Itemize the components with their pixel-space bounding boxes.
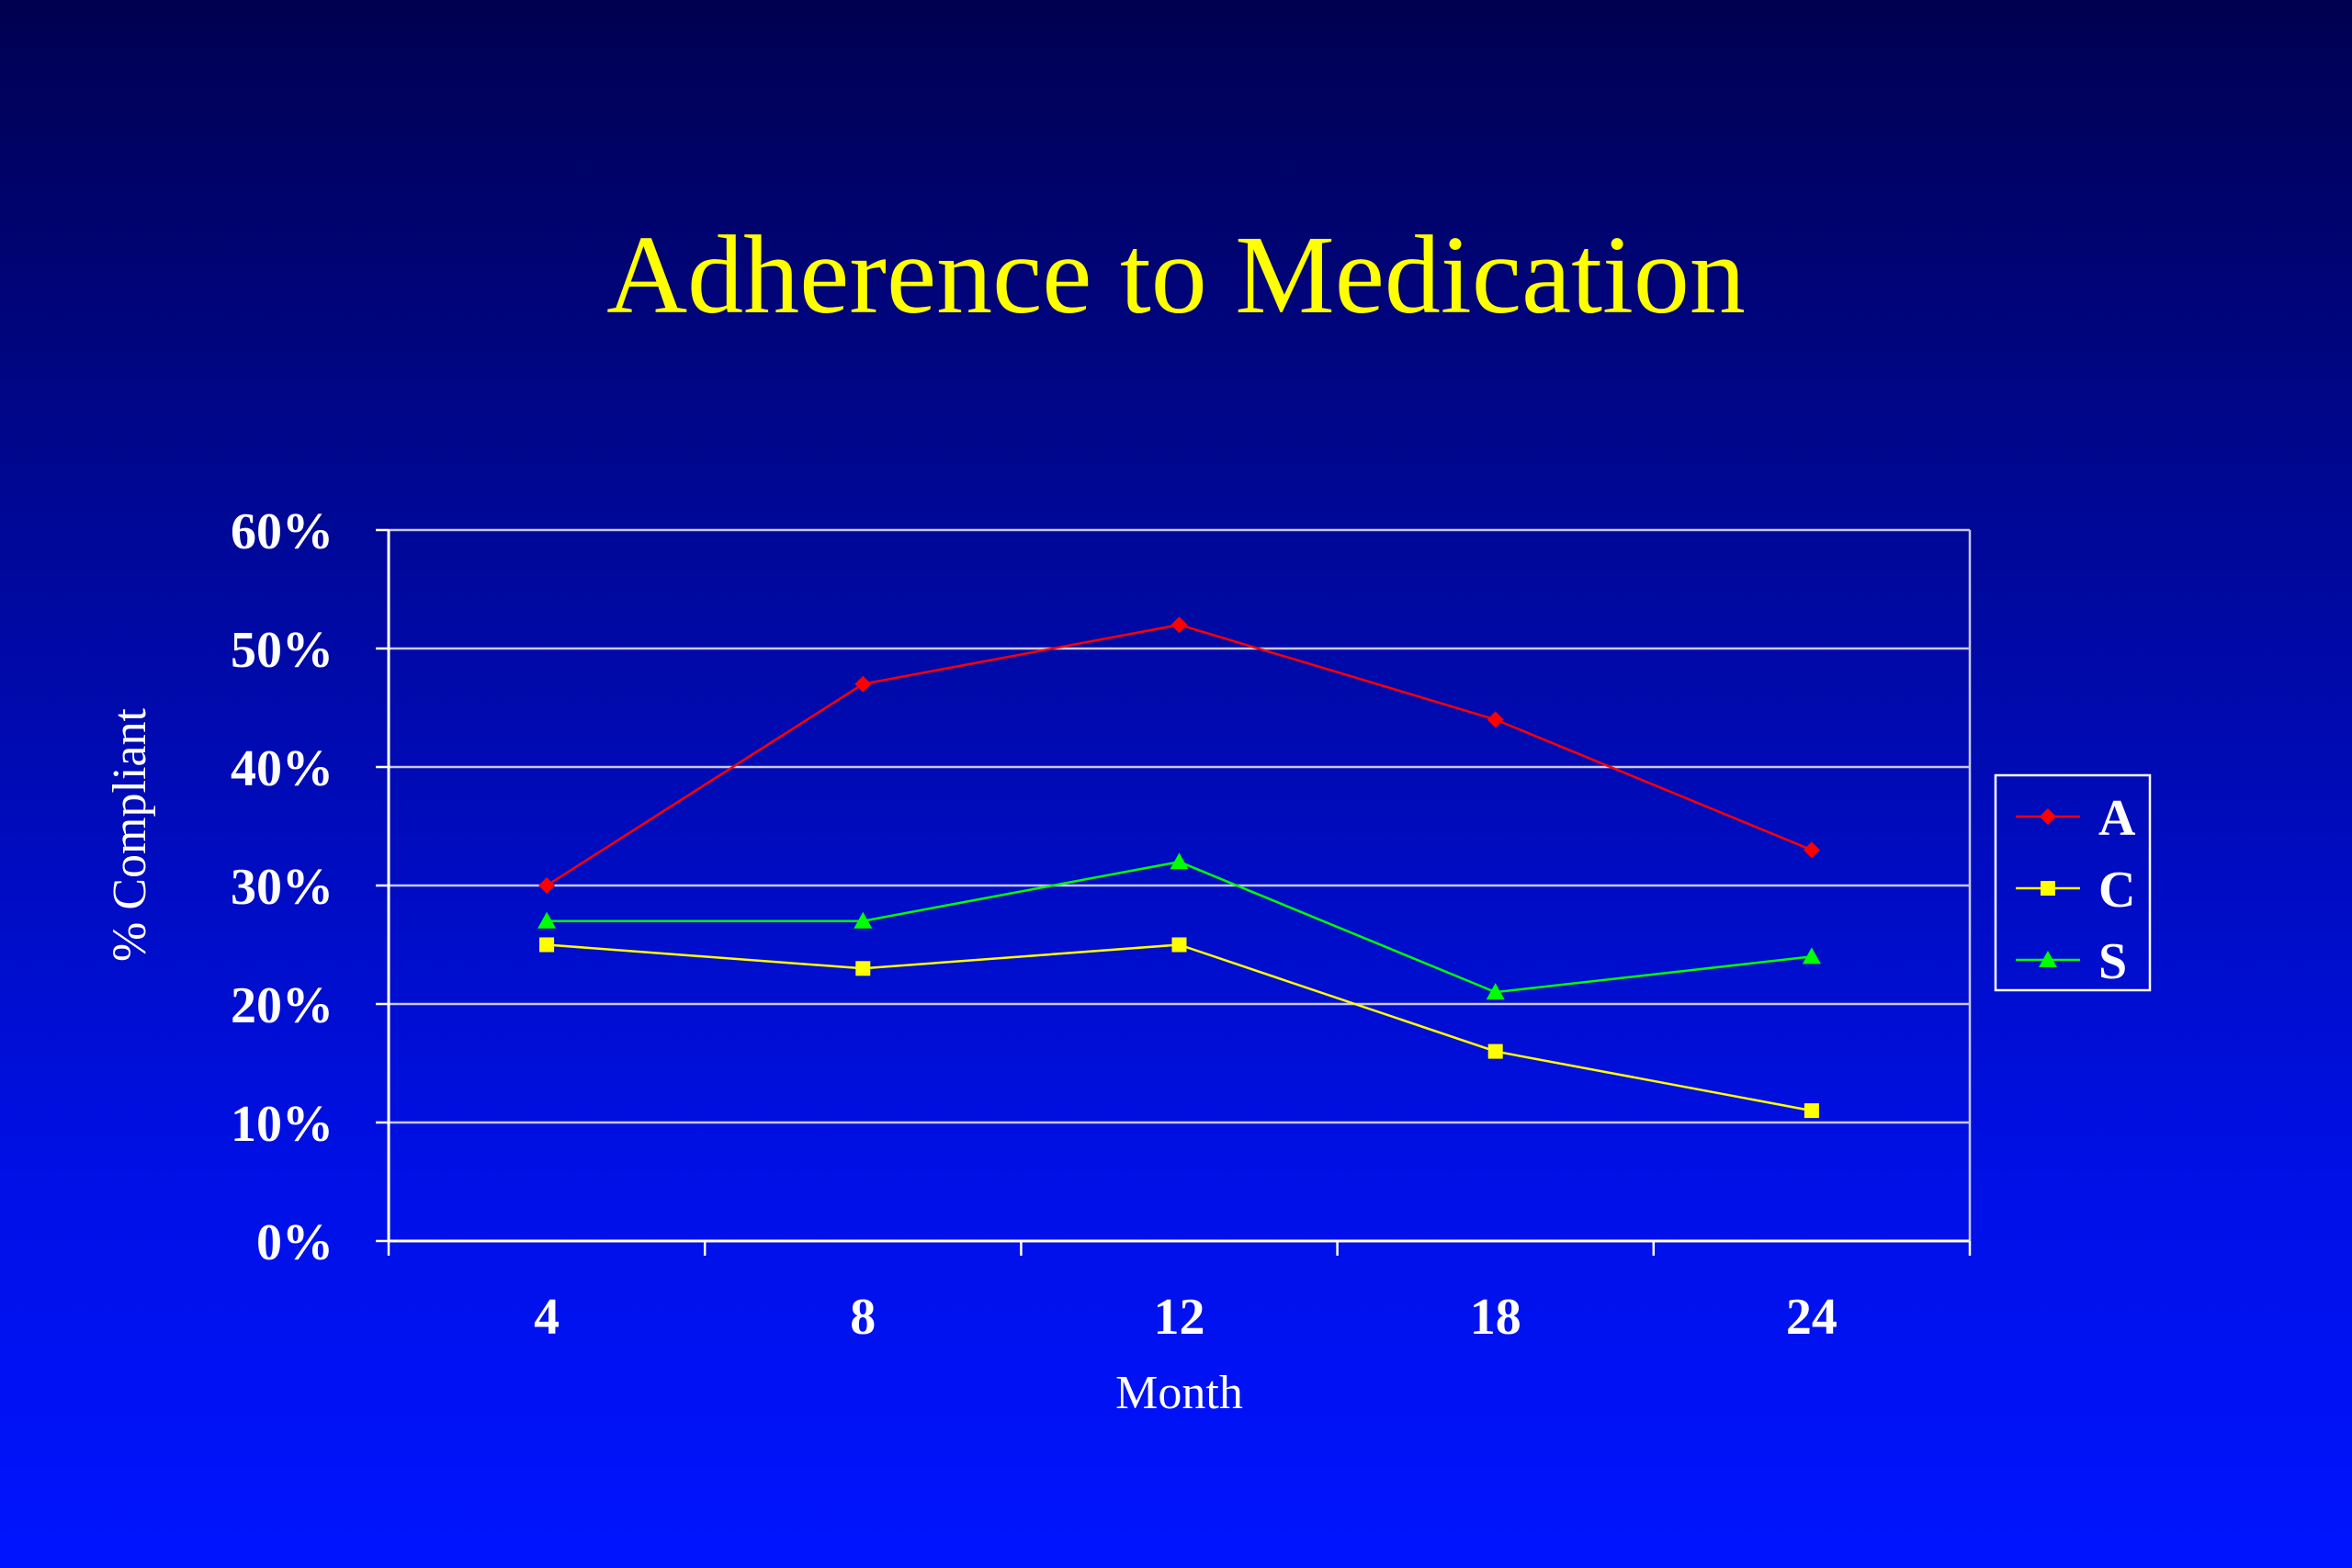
- x-tick-label: 24: [1786, 1289, 1838, 1346]
- series-lines: [537, 616, 1821, 1119]
- data-point-s: [537, 911, 557, 929]
- legend-marker-a: [2040, 808, 2056, 825]
- data-point-c: [855, 961, 871, 976]
- series-line-c: [547, 943, 1813, 1112]
- x-tick-label: 12: [1154, 1289, 1205, 1346]
- data-point-s: [1170, 852, 1189, 870]
- y-tick-label: 0%: [256, 1214, 334, 1271]
- slide-title: Adherence to Medication: [606, 213, 1746, 337]
- x-tick-label: 18: [1470, 1289, 1521, 1346]
- gridlines: [389, 528, 1972, 1241]
- y-tick-label: 60%: [231, 503, 334, 560]
- data-point-c: [1487, 1043, 1503, 1059]
- data-point-a: [1170, 616, 1188, 634]
- legend: ACS: [1994, 773, 2152, 992]
- data-point-c: [539, 937, 555, 953]
- legend-marker-c: [2041, 881, 2055, 896]
- x-tick-label: 4: [534, 1289, 560, 1346]
- data-point-s: [1486, 983, 1505, 1000]
- legend-label-s: S: [2098, 933, 2127, 990]
- series-a: [538, 616, 1820, 894]
- data-point-s: [854, 911, 873, 929]
- x-axis-title: Month: [1115, 1367, 1243, 1419]
- data-point-a: [538, 877, 556, 894]
- data-point-a: [1487, 711, 1504, 728]
- axis-labels: 0% 10% 20% 30% 40% 50% 60% 4 8 12 18 24 Month % Compl…: [104, 503, 1838, 1419]
- legend-label-a: A: [2098, 790, 2136, 847]
- y-tick-label: 20%: [231, 977, 334, 1034]
- y-tick-label: 50%: [231, 622, 334, 679]
- data-point-s: [1802, 947, 1821, 964]
- series-s: [537, 852, 1821, 1000]
- data-point-c: [1171, 937, 1187, 953]
- series-line-s: [547, 860, 1813, 994]
- legend-label-c: C: [2098, 862, 2135, 919]
- axes: [376, 528, 1972, 1256]
- y-axis-title: % Compliant: [104, 708, 156, 962]
- series-c: [539, 937, 1819, 1119]
- data-point-a: [1803, 841, 1820, 859]
- y-tick-label: 30%: [231, 859, 334, 916]
- x-tick-label: 8: [850, 1289, 876, 1346]
- y-tick-label: 10%: [231, 1096, 334, 1153]
- data-point-a: [854, 675, 872, 693]
- series-line-a: [546, 623, 1813, 887]
- data-point-c: [1804, 1103, 1819, 1119]
- y-tick-label: 40%: [231, 740, 334, 797]
- legend-marker-s: [2039, 951, 2057, 967]
- legend-box: [1994, 773, 2152, 992]
